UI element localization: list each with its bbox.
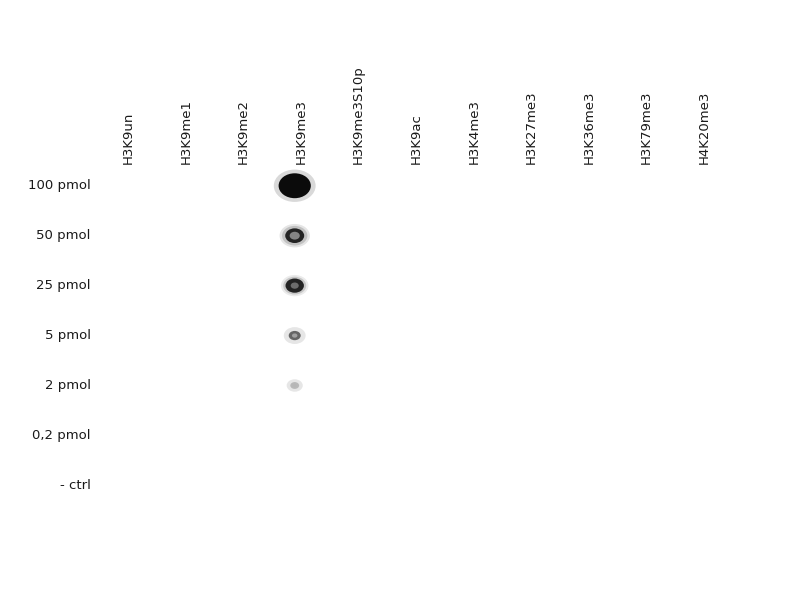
Circle shape [285, 228, 304, 243]
Text: H3K4me3: H3K4me3 [467, 99, 480, 164]
Circle shape [291, 283, 299, 289]
Text: 5 pmol: 5 pmol [45, 329, 91, 342]
Text: H3K79me3: H3K79me3 [640, 91, 652, 164]
Circle shape [290, 232, 299, 239]
Text: H3K9ac: H3K9ac [410, 113, 422, 164]
Circle shape [273, 169, 316, 202]
Text: 0,2 pmol: 0,2 pmol [32, 429, 91, 442]
Text: H3K9me2: H3K9me2 [237, 99, 250, 164]
Text: 100 pmol: 100 pmol [28, 179, 91, 192]
Circle shape [280, 224, 310, 247]
Text: H3K9me3S10p: H3K9me3S10p [352, 66, 365, 164]
Text: 2 pmol: 2 pmol [45, 379, 91, 392]
Text: H3K9un: H3K9un [122, 112, 135, 164]
Text: H3K9me1: H3K9me1 [180, 99, 192, 164]
Text: 50 pmol: 50 pmol [36, 229, 91, 242]
Text: - ctrl: - ctrl [60, 479, 91, 492]
Circle shape [287, 379, 303, 392]
Circle shape [290, 382, 299, 389]
Circle shape [283, 276, 307, 295]
Text: 25 pmol: 25 pmol [36, 279, 91, 292]
Circle shape [285, 278, 304, 293]
Circle shape [292, 384, 297, 387]
Circle shape [282, 226, 307, 245]
Circle shape [292, 334, 297, 337]
Circle shape [281, 275, 309, 297]
Circle shape [284, 327, 306, 344]
Text: H3K27me3: H3K27me3 [525, 91, 537, 164]
Text: H3K9me3: H3K9me3 [295, 99, 307, 164]
Text: H4K20me3: H4K20me3 [697, 91, 710, 164]
Circle shape [279, 174, 310, 198]
Circle shape [288, 331, 301, 340]
Text: H3K36me3: H3K36me3 [582, 91, 595, 164]
